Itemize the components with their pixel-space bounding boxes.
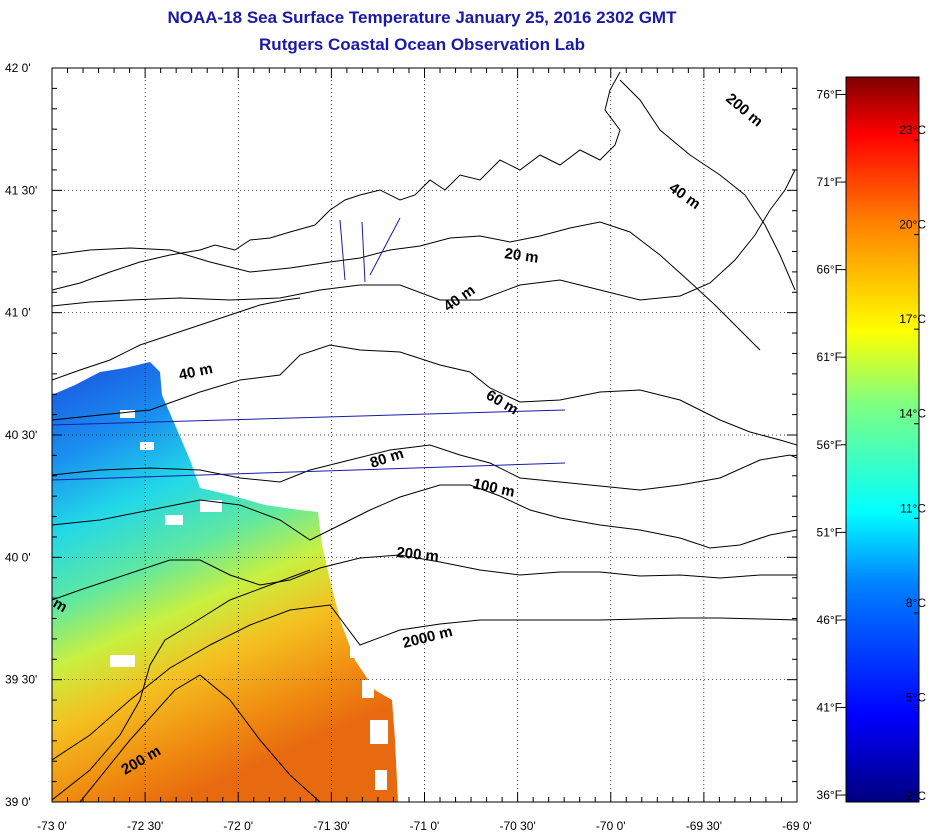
lat-tick-label: 40 30': [5, 428, 37, 442]
sst-data-layer: [52, 362, 398, 802]
celsius-tick-label: 23°C: [899, 123, 926, 137]
fahrenheit-tick-label: 66°F: [817, 263, 842, 277]
celsius-tick-label: 20°C: [899, 218, 926, 232]
celsius-tick-label: 8°C: [906, 596, 926, 610]
bathymetry-contours: [52, 71, 797, 802]
lon-tick-label: -71 30': [313, 819, 349, 833]
contour-label: 40 m: [666, 179, 704, 213]
graticule: [52, 68, 797, 802]
contour-2000m: [52, 604, 797, 761]
contour-label: 60 m: [483, 387, 521, 419]
lon-tick-label: -70 30': [499, 819, 535, 833]
map-title: NOAA-18 Sea Surface Temperature January …: [167, 8, 677, 27]
contour-outer: [79, 674, 321, 802]
fahrenheit-tick-label: 76°F: [817, 88, 842, 102]
lat-tick-label: 41 30': [5, 183, 37, 197]
contour-label: 100 m: [471, 475, 516, 500]
contour-label: 20 m: [503, 245, 539, 267]
contour-label: 40 m: [177, 360, 214, 384]
fahrenheit-tick-label: 41°F: [817, 700, 842, 714]
lon-tick-label: -71 0': [410, 819, 440, 833]
contour-label: 200 m: [722, 90, 766, 130]
fahrenheit-tick-label: 51°F: [817, 525, 842, 539]
lon-tick-label: -72 0': [223, 819, 253, 833]
celsius-tick-label: 2°C: [906, 789, 926, 803]
lon-tick-label: -70 0': [596, 819, 626, 833]
celsius-tick-label: 11°C: [900, 501, 926, 515]
lon-tick-label: -69 30': [686, 819, 722, 833]
contour-40m-bank: [619, 79, 796, 291]
contour-label: 80 m: [368, 445, 406, 472]
celsius-tick-label: 17°C: [899, 312, 926, 326]
fahrenheit-tick-label: 56°F: [817, 438, 842, 452]
lat-tick-label: 40 0': [5, 550, 31, 564]
celsius-scale: 23°C 20°C 17°C 14°C 11°C 8°C 5°C 2°C: [899, 123, 926, 803]
map-subtitle: Rutgers Coastal Ocean Observation Lab: [259, 35, 585, 54]
fahrenheit-tick-label: 61°F: [817, 350, 842, 364]
celsius-tick-label: 5°C: [906, 690, 926, 704]
contour-200m-south: [52, 569, 311, 801]
coastline-long-island: [52, 297, 301, 381]
temperature-colorbar: [845, 76, 920, 803]
contour-20m: [52, 221, 761, 351]
coastline: [52, 71, 621, 291]
fahrenheit-scale: 76°F 71°F 66°F 61°F 56°F 51°F 46°F 41°F 36°F: [817, 88, 846, 802]
fahrenheit-tick-label: 71°F: [817, 175, 842, 189]
transect-line-north: [52, 409, 566, 426]
sst-field: [52, 362, 398, 802]
transect-line-south: [52, 462, 566, 481]
longitude-axis: -73 0' -72 30' -72 0' -71 30' -71 0' -70 30' -…: [37, 68, 812, 833]
transect-lines: [52, 217, 566, 481]
lat-tick-label: 41 0': [5, 306, 31, 320]
contour-100m: [52, 484, 797, 549]
lon-tick-label: -69 0': [782, 819, 812, 833]
lat-tick-label: 39 30': [5, 673, 37, 687]
fahrenheit-tick-label: 46°F: [817, 613, 842, 627]
contour-40m-north: [52, 169, 796, 307]
celsius-tick-label: 14°C: [899, 407, 926, 421]
lon-tick-label: -72 30': [127, 819, 163, 833]
contour-label: 2000 m: [401, 623, 454, 652]
lon-tick-label: -73 0': [37, 819, 67, 833]
contour-label: 40 m: [441, 282, 479, 316]
contour-label: 200 m: [396, 544, 440, 565]
latitude-axis: 42 0' 41 30' 41 0' 40 30' 40 0' 39 30' 39 0': [5, 61, 797, 809]
lat-tick-label: 42 0': [5, 61, 31, 75]
fahrenheit-tick-label: 36°F: [817, 788, 842, 802]
contour-200m: [52, 554, 797, 601]
contour-80m: [52, 444, 797, 491]
transect-lines-bay: [339, 217, 401, 283]
lat-tick-label: 39 0': [5, 795, 31, 809]
contour-60m: [52, 344, 797, 446]
